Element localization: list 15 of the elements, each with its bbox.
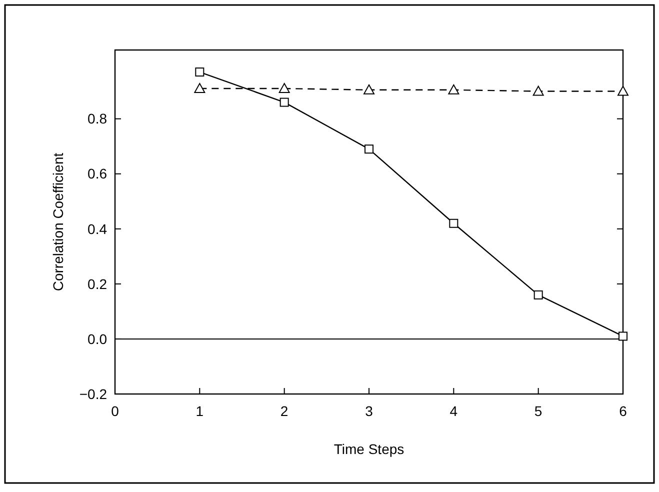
x-tick-label: 6 [619, 403, 628, 419]
x-tick-label: 2 [280, 403, 288, 419]
y-tick-label: −0.2 [79, 386, 108, 402]
y-tick-label: 0.6 [88, 166, 108, 182]
x-tick-label: 4 [450, 403, 458, 419]
x-axis-title: Time Steps [334, 441, 404, 457]
x-tick-label: 3 [365, 403, 374, 419]
y-tick-label: 0.0 [88, 330, 108, 347]
y-tick-label: 0.4 [88, 220, 108, 237]
x-tick-label: 1 [196, 403, 204, 419]
y-tick-label: 0.2 [88, 276, 108, 292]
x-tick-label: 0 [111, 403, 120, 419]
y-tick-label: 0.8 [88, 110, 108, 127]
x-tick-label: 5 [534, 403, 542, 419]
y-axis-title: Correlation Coefficient [50, 152, 66, 292]
